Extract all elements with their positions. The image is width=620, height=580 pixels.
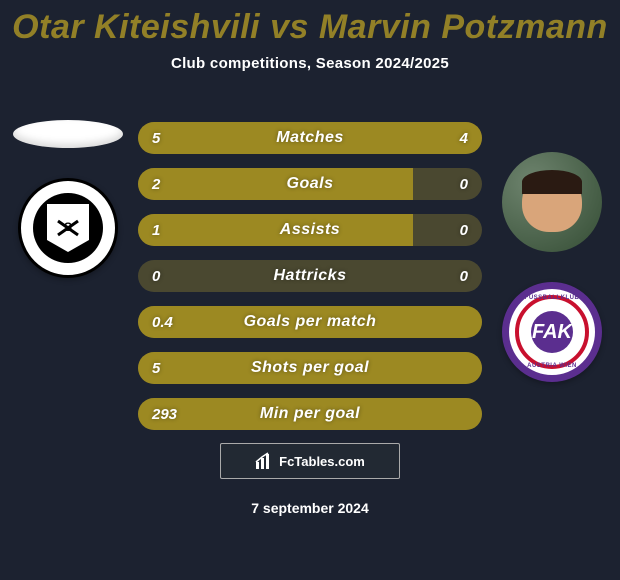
subtitle: Club competitions, Season 2024/2025: [0, 55, 620, 72]
badge-text-top: FUSSBALLKLUB: [509, 295, 595, 301]
page-title: Otar Kiteishvili vs Marvin Potzmann: [0, 8, 620, 47]
stat-label: Min per goal: [138, 398, 482, 430]
stat-label: Shots per goal: [138, 352, 482, 384]
svg-text:S: S: [64, 220, 72, 234]
stat-row: 5Shots per goal: [138, 352, 482, 384]
stats-list: 54Matches 20Goals 10Assists 00Hattricks 0.4G…: [138, 122, 482, 444]
stat-label: Hattricks: [138, 260, 482, 292]
badge-text-center: FAK: [531, 311, 573, 353]
chart-icon: [255, 452, 273, 470]
stat-row: 20Goals: [138, 168, 482, 200]
right-player-column: FUSSBALLKLUB FAK AUSTRIA WIEN: [492, 152, 612, 382]
comparison-card: Otar Kiteishvili vs Marvin Potzmann Club…: [0, 0, 620, 580]
watermark-text: FcTables.com: [279, 454, 365, 469]
shield-icon: S: [47, 204, 89, 252]
stat-row: 293Min per goal: [138, 398, 482, 430]
photo-placeholder-icon: [13, 120, 123, 148]
stat-row: 54Matches: [138, 122, 482, 154]
stat-label: Goals: [138, 168, 482, 200]
stat-row: 10Assists: [138, 214, 482, 246]
left-player-column: S: [8, 120, 128, 278]
player-photo-right: [502, 152, 602, 252]
stat-label: Goals per match: [138, 306, 482, 338]
club-badge-left: S: [18, 178, 118, 278]
date-text: 7 september 2024: [0, 500, 620, 516]
club-badge-right: FUSSBALLKLUB FAK AUSTRIA WIEN: [502, 282, 602, 382]
stat-row: 0.4Goals per match: [138, 306, 482, 338]
stat-row: 00Hattricks: [138, 260, 482, 292]
badge-text-bottom: AUSTRIA WIEN: [509, 363, 595, 369]
watermark[interactable]: FcTables.com: [220, 443, 400, 479]
stat-label: Matches: [138, 122, 482, 154]
stat-label: Assists: [138, 214, 482, 246]
